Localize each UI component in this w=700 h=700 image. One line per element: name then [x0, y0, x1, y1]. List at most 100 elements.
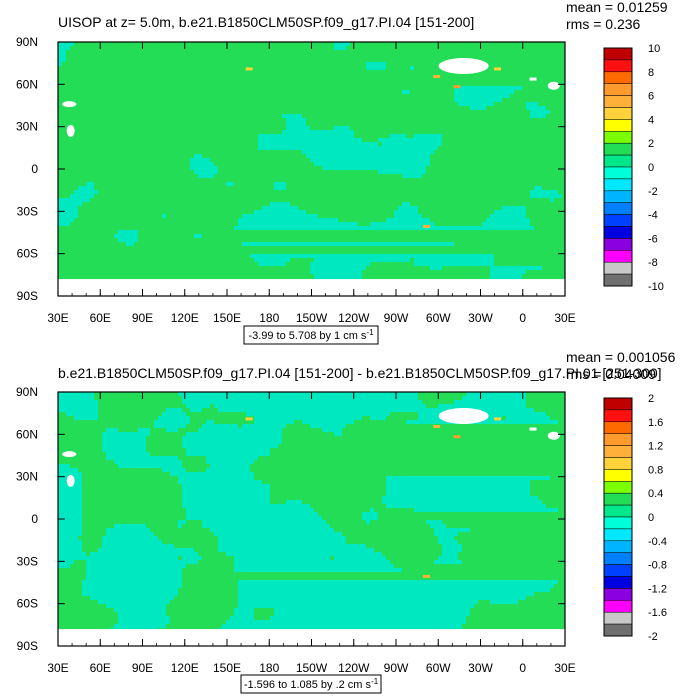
x-tick-label: 150E	[213, 311, 241, 325]
range-note-text: -1.596 to 1.085 by .2 cm s	[244, 679, 372, 691]
value-speckle	[494, 417, 502, 421]
x-tick-label: 90E	[132, 661, 153, 675]
map-field	[58, 42, 565, 296]
colorbar-segment	[603, 47, 633, 61]
colorbar-segment	[603, 433, 633, 446]
value-speckle	[453, 435, 461, 439]
y-tick-label: 60N	[16, 77, 38, 91]
colorbar-segment	[603, 611, 633, 625]
colorbar-segment	[603, 492, 633, 506]
colorbar-segment	[603, 397, 633, 411]
x-tick-label: 60E	[90, 311, 111, 325]
colorbar-label: -4	[648, 210, 658, 222]
value-speckle	[423, 224, 431, 228]
y-tick-label: 30N	[16, 470, 38, 484]
value-speckle	[433, 425, 441, 429]
colorbar-segment	[603, 409, 633, 423]
x-tick-label: 0	[519, 311, 526, 325]
y-tick-label: 30N	[16, 120, 38, 134]
colorbar-frame	[603, 397, 633, 637]
range-note: -1.596 to 1.085 by .2 cm s-1	[244, 677, 379, 691]
x-tick-label: 30W	[468, 661, 493, 675]
colorbar-segment	[603, 576, 633, 589]
x-tick-label: 90E	[132, 311, 153, 325]
x-tick-label: 30E	[47, 661, 68, 675]
colorbar-segment	[603, 107, 633, 120]
x-tick-label: 90W	[384, 311, 409, 325]
y-tick-label: 90S	[17, 289, 38, 303]
colorbar-segment	[603, 504, 633, 518]
caspian-mask	[62, 451, 77, 458]
colorbar-label: 8	[648, 67, 654, 79]
x-tick-label: 30E	[554, 311, 575, 325]
baltic-mask	[547, 431, 560, 440]
x-tick-label: 30E	[47, 311, 68, 325]
range-note-text: -3.99 to 5.708 by 1 cm s	[248, 330, 367, 342]
x-tick-label: 60W	[426, 311, 451, 325]
colorbar-segment	[603, 457, 633, 470]
y-tick-label: 30S	[17, 204, 38, 218]
colorbar-label: 10	[648, 43, 660, 55]
greenland-mask	[438, 407, 489, 424]
x-tick-label: 150W	[296, 661, 328, 675]
value-speckle	[245, 67, 253, 71]
colorbar-segment	[603, 119, 633, 132]
colorbar-label: -0.4	[648, 536, 667, 548]
arabia-mask	[66, 474, 75, 487]
y-tick-label: 60S	[17, 247, 38, 261]
colorbar-segment	[603, 95, 633, 108]
colorbar-label: -2	[648, 631, 658, 643]
colorbar-label: -2	[648, 186, 658, 198]
colorbar-label: 2	[648, 138, 654, 150]
y-tick-label: 0	[31, 162, 38, 176]
negative-field-region	[58, 392, 558, 646]
y-tick-label: 60S	[17, 597, 38, 611]
colorbar-segment	[603, 226, 633, 239]
colorbar-segment	[603, 600, 633, 613]
panel-2: b.e21.B1850CLM50SP.f09_g17.PI.04 [151-20…	[16, 349, 676, 694]
map-background	[58, 42, 565, 296]
colorbar-label: -6	[648, 233, 658, 245]
y-tick-label: 90N	[16, 35, 38, 49]
x-tick-label: 0	[519, 661, 526, 675]
caspian-mask	[62, 101, 77, 108]
mean-label: mean = 0.001056	[566, 349, 676, 365]
colorbar-label: -0.8	[648, 560, 667, 572]
x-tick-label: 150E	[213, 661, 241, 675]
value-speckle	[423, 574, 431, 578]
panel-title: UISOP at z= 5.0m, b.e21.B1850CLM50SP.f09…	[58, 14, 474, 30]
colorbar-segment	[603, 238, 633, 251]
colorbar-segment	[603, 564, 633, 577]
colorbar-segment	[603, 552, 633, 565]
colorbar-segment	[603, 142, 633, 156]
value-speckle	[529, 427, 537, 431]
map-field	[58, 392, 565, 646]
colorbar-label: -10	[648, 281, 664, 293]
x-tick-label: 150W	[296, 311, 328, 325]
colorbar-label: 2	[648, 393, 654, 405]
colorbar-segment	[603, 178, 633, 192]
range-note: -3.99 to 5.708 by 1 cm s-1	[248, 328, 374, 342]
colorbar-segment	[603, 528, 633, 542]
colorbar-label: 0	[648, 512, 654, 524]
colorbar-segment	[603, 540, 633, 553]
colorbar-segment	[603, 261, 633, 275]
colorbar-segment	[603, 588, 633, 601]
colorbar-segment	[603, 131, 633, 144]
y-tick-label: 30S	[17, 554, 38, 568]
colorbar-label: -1.6	[648, 607, 667, 619]
colorbar-segment	[603, 623, 633, 637]
range-note-box	[243, 325, 379, 345]
colorbar-segment	[603, 445, 633, 458]
range-note-superscript: -1	[371, 677, 379, 686]
y-tick-label: 90S	[17, 639, 38, 653]
y-tick-label: 60N	[16, 427, 38, 441]
colorbar-label: 0	[648, 162, 654, 174]
colorbar-label: 6	[648, 91, 654, 103]
value-speckle	[453, 85, 461, 89]
panel-title: b.e21.B1850CLM50SP.f09_g17.PI.04 [151-20…	[58, 365, 662, 381]
arabia-mask	[66, 124, 75, 137]
colorbar-segment	[603, 190, 633, 203]
value-speckle	[245, 417, 253, 421]
